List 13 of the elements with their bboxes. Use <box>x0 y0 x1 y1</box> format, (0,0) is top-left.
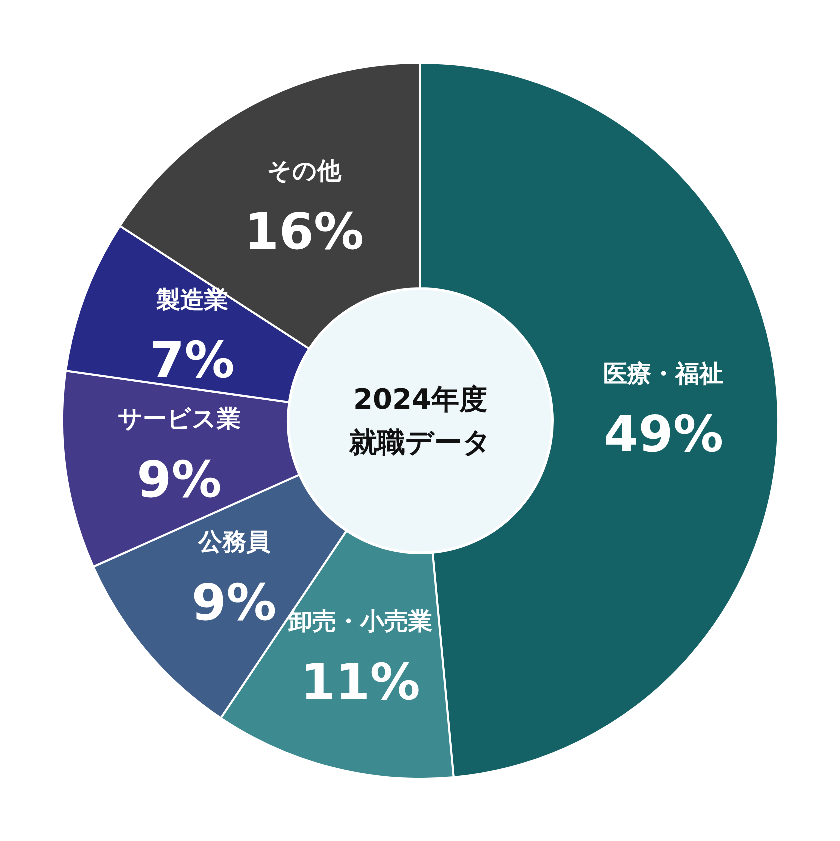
data-label: 9% <box>136 451 222 510</box>
data-label: 49% <box>604 406 724 464</box>
slice-label: 公務員 <box>197 528 270 556</box>
data-label: 7% <box>150 332 235 390</box>
data-label: 16% <box>244 202 364 261</box>
slice-label: 医療・福祉 <box>604 360 724 388</box>
data-label: 9% <box>192 574 277 632</box>
data-label: 11% <box>300 653 420 712</box>
slice-label: その他 <box>267 156 342 185</box>
slice-label: 卸売・小売業 <box>288 607 433 636</box>
slice-label: サービス業 <box>118 405 241 434</box>
slice-label: 製造業 <box>155 286 228 314</box>
text: 2024年度就職データ <box>348 383 492 459</box>
